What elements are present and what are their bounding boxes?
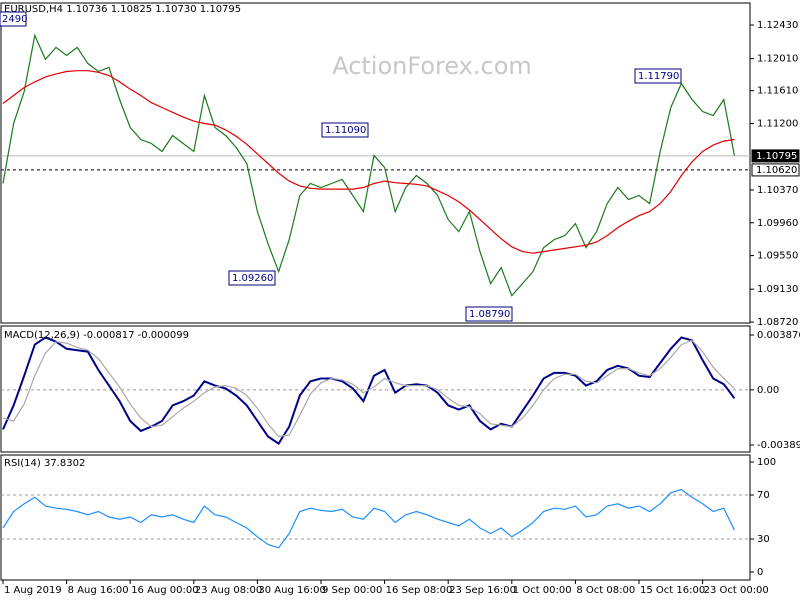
x-tick-label: 30 Aug 16:00 — [258, 585, 325, 596]
series-line — [2, 336, 736, 446]
chart-title: EURUSD,H4 1.10736 1.10825 1.10730 1.1079… — [4, 4, 241, 15]
price-marker-label: 1.10620 — [756, 165, 797, 176]
y-tick-label: 1.10370 — [757, 185, 798, 196]
series-line — [2, 70, 735, 254]
annotation-box — [0, 11, 27, 27]
x-tick-label: 1 Aug 2019 — [4, 585, 62, 596]
y-tick-label: 1.09960 — [757, 218, 798, 229]
rsi-title: RSI(14) 37.8302 — [4, 458, 85, 469]
annotation: 1.08790 — [465, 306, 513, 322]
annotation-box — [634, 68, 682, 84]
y-tick-label: 1.09130 — [757, 284, 798, 295]
annotation-text: 1.09260 — [232, 273, 273, 284]
y-tick-label: 1.11200 — [757, 118, 798, 129]
x-tick-label: 9 Sep 00:00 — [322, 585, 382, 596]
price-marker-box — [751, 163, 800, 177]
watermark: ActionForex.com — [332, 52, 532, 80]
panel-frame — [0, 2, 751, 324]
y-tick-label: -0.003899 — [757, 440, 800, 451]
macd-title: MACD(12,26,9) -0.000817 -0.000099 — [4, 330, 189, 341]
y-tick-label: 1.12010 — [757, 54, 798, 65]
x-tick-label: 23 Sep 16:00 — [449, 585, 516, 596]
price-marker-box — [751, 149, 800, 163]
annotation-text: 1.08790 — [469, 309, 510, 320]
x-tick-label: 23 Oct 00:00 — [704, 585, 769, 596]
panel-frame — [0, 325, 751, 453]
y-tick-label: 0 — [757, 567, 763, 578]
y-tick-label: 0.00 — [757, 385, 779, 396]
x-tick-label: 8 Oct 08:00 — [576, 585, 635, 596]
series-line — [2, 33, 735, 297]
y-tick-label: 1.08720 — [757, 317, 798, 328]
series-line — [2, 488, 735, 549]
annotation-text: 1.11790 — [638, 71, 679, 82]
annotation: 1.11790 — [634, 68, 682, 84]
y-tick-label: 70 — [757, 490, 770, 501]
x-tick-label: 16 Aug 00:00 — [131, 585, 198, 596]
annotation-box — [321, 122, 369, 138]
y-tick-label: 1.12430 — [757, 20, 798, 31]
x-tick-label: 23 Aug 08:00 — [195, 585, 262, 596]
price-marker-label: 1.10795 — [756, 151, 797, 162]
x-tick-label: 16 Sep 08:00 — [386, 585, 453, 596]
x-tick-label: 15 Oct 16:00 — [640, 585, 705, 596]
annotation: 1.11090 — [321, 122, 369, 138]
annotation: 2490 — [0, 11, 27, 27]
x-tick-label: 1 Oct 00:00 — [513, 585, 572, 596]
annotation-box — [228, 270, 276, 286]
series-line — [2, 339, 735, 438]
y-tick-label: 100 — [757, 457, 776, 468]
annotation-text: 1.11090 — [325, 125, 366, 136]
panel-frame — [0, 454, 751, 581]
y-tick-label: 0.003876 — [757, 330, 800, 341]
x-tick-label: 8 Aug 16:00 — [68, 585, 129, 596]
y-tick-label: 1.09550 — [757, 251, 798, 262]
annotation: 1.09260 — [228, 270, 276, 286]
y-tick-label: 30 — [757, 534, 770, 545]
annotation-text: 2490 — [2, 14, 27, 25]
y-tick-label: 1.11610 — [757, 86, 798, 97]
annotation-box — [465, 306, 513, 322]
